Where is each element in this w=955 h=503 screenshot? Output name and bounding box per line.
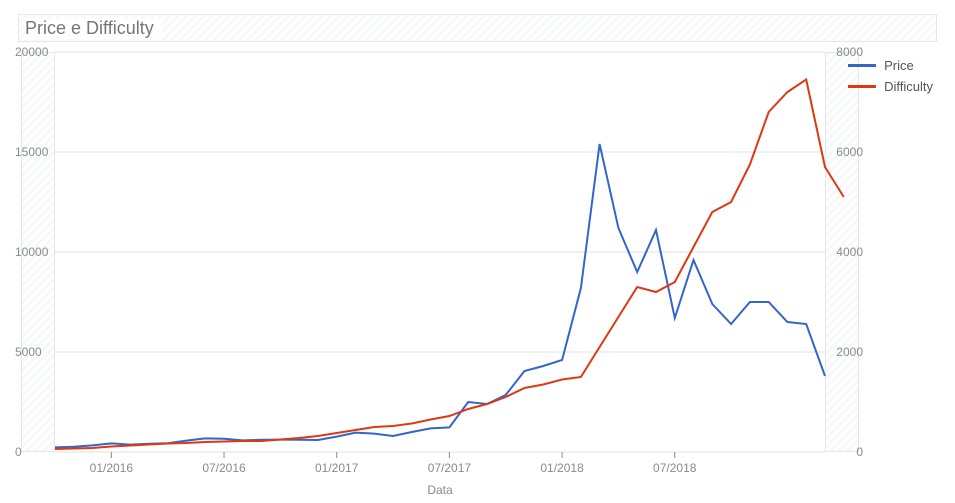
legend-item-price: Price [848, 58, 933, 73]
legend-item-difficulty: Difficulty [848, 79, 933, 94]
series-difficulty [55, 80, 844, 450]
legend-label-difficulty: Difficulty [884, 79, 933, 94]
x-tick-label: 07/2016 [202, 461, 246, 475]
legend-swatch-price [848, 64, 876, 67]
x-tick-label: 01/2017 [315, 461, 359, 475]
y-left-tick-label: 10000 [15, 245, 49, 259]
chart-container: Price e Difficulty 050001000015000200000… [0, 0, 955, 503]
legend: Price Difficulty [848, 58, 933, 100]
chart-svg: 0 5000 10000 15000 20000 0 2000 4000 6000 8000 01/… [0, 0, 955, 503]
x-tick-label: 01/2016 [90, 461, 134, 475]
x-tick-label: 07/2018 [653, 461, 697, 475]
x-axis-title: Data [427, 483, 453, 497]
y-right-tick-label: 8000 [836, 45, 863, 59]
series-price [55, 144, 825, 447]
y-left-tick-label: 15000 [15, 145, 49, 159]
x-tick-label: 01/2018 [540, 461, 584, 475]
y-right-tick-label: 2000 [836, 345, 863, 359]
y-right-tick-label: 4000 [836, 245, 863, 259]
x-tick-label: 07/2017 [428, 461, 472, 475]
y-left-tick-label: 20000 [15, 45, 49, 59]
y-right-tick-label: 6000 [836, 145, 863, 159]
legend-swatch-difficulty [848, 85, 876, 88]
y-left-tick-label: 0 [15, 445, 22, 459]
y-right-tick-label: 0 [856, 445, 863, 459]
legend-label-price: Price [884, 58, 914, 73]
y-left-tick-label: 5000 [15, 345, 42, 359]
